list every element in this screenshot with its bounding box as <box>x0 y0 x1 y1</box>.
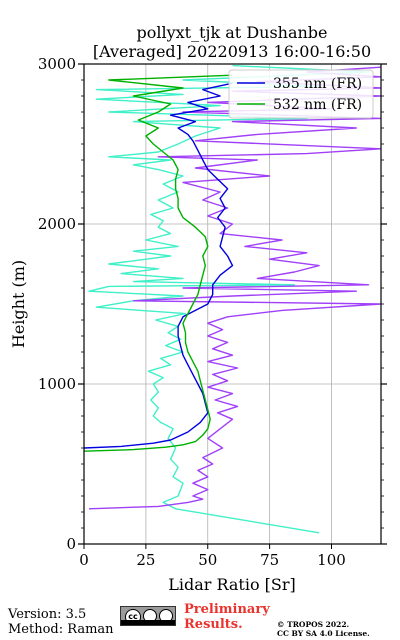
legend-label-532: 532 nm (FR) <box>273 97 362 113</box>
series-line-1 <box>88 66 381 510</box>
y-axis-label: Height (m) <box>9 260 28 348</box>
series-layer <box>84 64 381 534</box>
series-line-0 <box>88 64 370 534</box>
badge-strip <box>121 620 175 625</box>
method-label: Method: Raman <box>8 622 114 637</box>
legend-box <box>228 69 374 119</box>
cc-license-badge: cc <box>120 606 176 626</box>
legend: 355 nm (FR) 532 nm (FR) <box>228 69 374 119</box>
y-tick-label: 2000 <box>38 215 76 233</box>
lidar-ratio-chart: pollyxt_tjk at Dushanbe [Averaged] 20220… <box>9 23 387 594</box>
y-tick-label: 0 <box>66 535 76 553</box>
preliminary-line2: Results. <box>184 617 243 632</box>
x-tick-label: 0 <box>79 551 89 569</box>
preliminary-line1: Preliminary <box>184 602 270 617</box>
x-tick-label: 50 <box>198 551 217 569</box>
series-line-3 <box>84 74 233 452</box>
x-axis-label: Lidar Ratio [Sr] <box>168 575 296 594</box>
preliminary-notice: Preliminary Results. <box>184 602 270 632</box>
x-tick-label: 75 <box>260 551 279 569</box>
copyright-line1: © TROPOS 2022. <box>277 620 350 629</box>
version-label: Version: 3.5 <box>8 607 87 622</box>
series-line-2 <box>84 82 234 449</box>
y-tick-label: 1000 <box>38 375 76 393</box>
legend-label-355: 355 nm (FR) <box>273 76 362 92</box>
x-tick-label: 100 <box>317 551 346 569</box>
y-tick-label: 3000 <box>38 55 76 73</box>
chart-title: pollyxt_tjk at Dushanbe <box>136 23 327 42</box>
copyright-notice: © TROPOS 2022. CC BY SA 4.0 License. <box>277 620 370 638</box>
x-tick-label: 25 <box>136 551 155 569</box>
chart-subtitle: [Averaged] 20220913 16:00-16:50 <box>93 42 371 61</box>
copyright-line2: CC BY SA 4.0 License. <box>277 629 370 638</box>
